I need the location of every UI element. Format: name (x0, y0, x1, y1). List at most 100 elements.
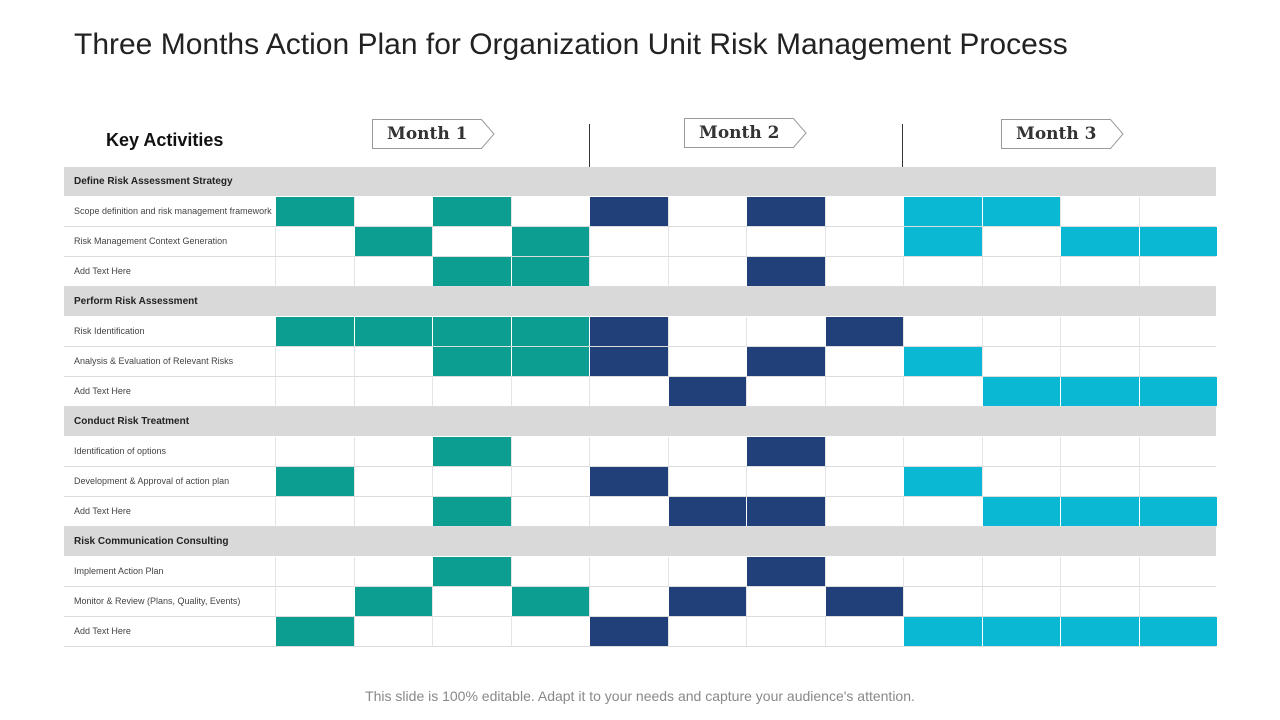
activity-grid: Define Risk Assessment Strategy Scope def… (64, 167, 1218, 647)
activity-row: Add Text Here (64, 377, 1217, 407)
schedule-cell-filled (746, 437, 825, 466)
section-header-row: Define Risk Assessment Strategy (64, 167, 1216, 197)
schedule-cell-filled (1138, 617, 1217, 646)
schedule-cell-empty (1138, 197, 1218, 226)
month-divider (902, 124, 903, 167)
schedule-cell-filled (510, 257, 589, 286)
schedule-cell-filled (275, 317, 354, 346)
schedule-cell-empty (824, 497, 904, 526)
schedule-cell-empty (746, 317, 825, 346)
schedule-cell-empty (981, 317, 1061, 346)
schedule-cell-filled (432, 197, 511, 226)
chevron-right-icon (1110, 118, 1125, 150)
schedule-cell-empty (667, 617, 747, 646)
schedule-cell-empty (510, 437, 590, 466)
schedule-cell-empty (824, 227, 904, 256)
schedule-cell-empty (981, 587, 1061, 616)
schedule-cell-filled (432, 257, 511, 286)
schedule-cell-filled (746, 197, 825, 226)
schedule-cell-empty (824, 617, 904, 646)
activity-row: Implement Action Plan (64, 557, 1216, 587)
activity-label: Development & Approval of action plan (74, 476, 230, 486)
schedule-cell-filled (903, 617, 982, 646)
schedule-cell-filled (981, 197, 1060, 226)
schedule-cell-empty (589, 497, 668, 526)
schedule-cell-filled (275, 467, 354, 496)
activity-row: Add Text Here (64, 617, 1217, 647)
schedule-cell-empty (981, 257, 1061, 286)
schedule-cell-filled (981, 377, 1060, 406)
schedule-cell-empty (353, 497, 433, 526)
schedule-cell-empty (589, 227, 668, 256)
activity-label: Add Text Here (74, 386, 131, 396)
activity-row: Add Text Here (64, 257, 1216, 287)
activity-row: Development & Approval of action plan (64, 467, 1216, 497)
schedule-cell-empty (667, 557, 747, 586)
schedule-cell-empty (903, 317, 982, 346)
schedule-cell-empty (981, 227, 1061, 256)
schedule-cell-filled (981, 617, 1060, 646)
key-activities-heading: Key Activities (106, 130, 224, 150)
schedule-cell-filled (510, 227, 589, 256)
schedule-cell-filled (432, 557, 511, 586)
schedule-cell-empty (275, 257, 354, 286)
schedule-cell-empty (353, 377, 433, 406)
schedule-cell-empty (275, 227, 354, 256)
schedule-cell-filled (353, 587, 432, 616)
schedule-cell-empty (275, 347, 354, 376)
schedule-cell-filled (667, 377, 746, 406)
activity-label: Implement Action Plan (74, 566, 164, 576)
schedule-cell-empty (981, 467, 1061, 496)
schedule-cell-empty (589, 257, 668, 286)
schedule-cell-filled (1138, 497, 1217, 526)
schedule-cell-empty (589, 377, 668, 406)
schedule-cell-filled (746, 497, 825, 526)
schedule-cell-filled (589, 617, 668, 646)
schedule-cell-empty (275, 377, 354, 406)
month-2-tag: Month 2 (684, 117, 808, 149)
schedule-cell-empty (903, 587, 982, 616)
schedule-cell-filled (589, 467, 668, 496)
month-3-label: Month 3 (1001, 119, 1111, 149)
schedule-cell-empty (353, 617, 433, 646)
schedule-cell-empty (589, 557, 668, 586)
activity-row: Risk Identification (64, 317, 1216, 347)
activity-label: Add Text Here (74, 626, 131, 636)
schedule-cell-empty (1060, 257, 1139, 286)
chevron-right-icon (793, 117, 808, 149)
schedule-cell-filled (589, 197, 668, 226)
activity-label: Add Text Here (74, 506, 131, 516)
schedule-cell-empty (1138, 317, 1218, 346)
schedule-cell-empty (746, 227, 825, 256)
schedule-cell-filled (903, 347, 982, 376)
schedule-cell-empty (667, 437, 747, 466)
month-2-label: Month 2 (684, 118, 794, 148)
schedule-cell-filled (746, 347, 825, 376)
activity-row: Analysis & Evaluation of Relevant Risks (64, 347, 1216, 377)
activity-label: Monitor & Review (Plans, Quality, Events… (74, 596, 241, 606)
schedule-cell-filled (824, 587, 903, 616)
schedule-cell-empty (667, 317, 747, 346)
schedule-cell-empty (903, 497, 982, 526)
schedule-cell-empty (1138, 557, 1218, 586)
schedule-cell-empty (1138, 347, 1218, 376)
schedule-cell-empty (1138, 437, 1218, 466)
schedule-cell-filled (589, 317, 668, 346)
schedule-cell-empty (746, 467, 825, 496)
schedule-cell-empty (432, 377, 511, 406)
schedule-cell-filled (1060, 377, 1139, 406)
schedule-cell-empty (824, 257, 904, 286)
activity-label: Risk Management Context Generation (74, 236, 228, 246)
schedule-cell-empty (432, 587, 511, 616)
schedule-cell-empty (1060, 347, 1139, 376)
month-3-tag: Month 3 (1001, 118, 1125, 150)
section-title: Risk Communication Consulting (74, 536, 229, 547)
schedule-cell-empty (667, 227, 747, 256)
schedule-cell-empty (1060, 437, 1139, 466)
schedule-cell-empty (510, 197, 590, 226)
schedule-cell-filled (746, 257, 825, 286)
month-1-label: Month 1 (372, 119, 482, 149)
schedule-cell-empty (353, 437, 433, 466)
schedule-cell-filled (667, 587, 746, 616)
section-title: Conduct Risk Treatment (74, 416, 190, 427)
